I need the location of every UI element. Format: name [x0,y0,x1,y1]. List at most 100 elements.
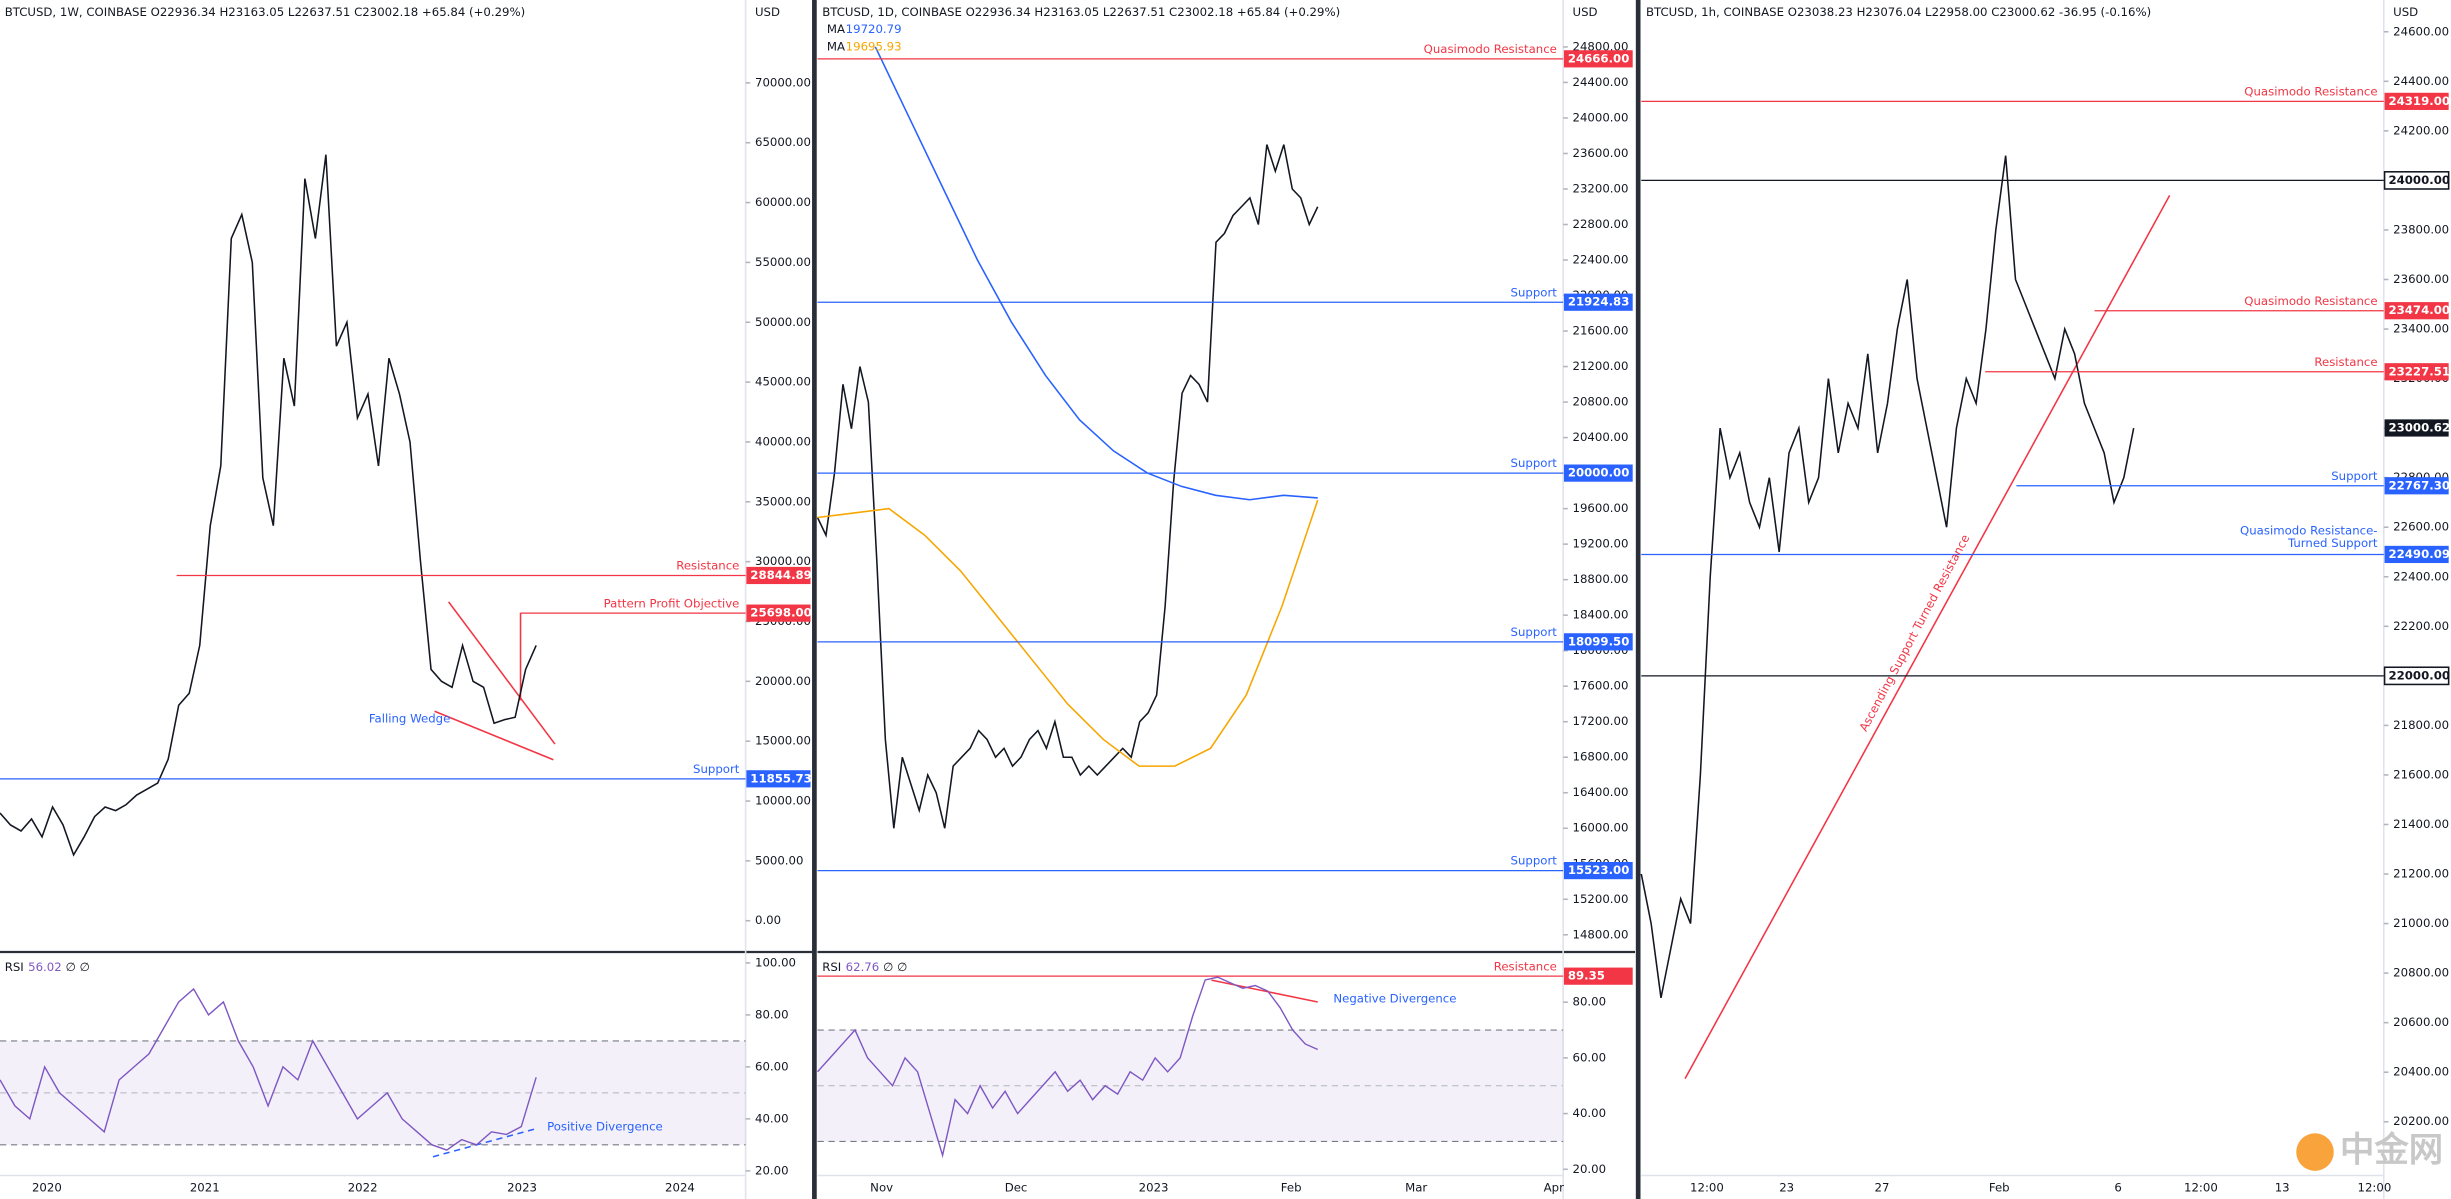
price-badge [2384,92,2449,110]
y-tick-label: 20800.00 [2393,966,2449,980]
y-tick-label: 24000.00 [1573,110,1629,124]
x-tick-label: Nov [870,1181,893,1195]
price-line [1640,155,2135,999]
annotation: Negative Divergence [1333,991,1456,1005]
level-text: Pattern Profit Objective [604,596,740,610]
price-badge-label: 22000.00 [2388,668,2450,682]
x-tick-label: 27 [1875,1181,1890,1195]
y-tick-label: 20.00 [755,1163,789,1177]
currency-label: USD [755,5,780,19]
price-line [0,154,537,857]
level-text: Quasimodo Resistance [2244,84,2377,98]
price-badge-label: 20000.00 [1568,466,1630,480]
x-tick-label: 12:00 [2184,1181,2218,1195]
y-tick-label: 16800.00 [1573,750,1629,764]
y-tick-label: 24600.00 [2393,24,2449,38]
rsi-line [816,976,1319,1159]
y-tick-label: 60.00 [755,1059,789,1073]
price-badge-label: 22490.09 [2388,547,2450,561]
y-tick-label: 40.00 [755,1111,789,1125]
price-badge [2384,419,2449,437]
x-tick-label: 12:00 [2358,1181,2392,1195]
price-badge [1563,967,1633,985]
level-text: Resistance [1494,959,1557,973]
price-badge-label: 18099.50 [1568,634,1630,648]
price-badge [1563,862,1633,880]
level-text: Support [1511,854,1558,868]
price-badge-label: 24000.00 [2388,173,2450,187]
y-tick-label: 20400.00 [2393,1065,2449,1079]
y-tick-label: 30000.00 [755,554,811,568]
y-tick-label: 23200.00 [1573,181,1629,195]
price-badge [2383,666,2450,686]
y-tick-label: 65000.00 [755,135,811,149]
x-tick-label: 2023 [507,1181,537,1195]
y-tick-label: 23600.00 [2393,272,2449,286]
trend-line [1684,195,2171,1079]
x-tick-label: Dec [1005,1181,1028,1195]
y-tick-label: 100.00 [755,955,796,969]
y-tick-label: 35000.00 [755,494,811,508]
y-tick-label: 22200.00 [2393,619,2449,633]
price-badge [746,566,811,585]
price-badge-label: 28844.89 [750,568,812,582]
y-tick-label: 60000.00 [755,195,811,209]
x-tick-label: 23 [1779,1181,1794,1195]
price-badge-label: 25698.00 [750,606,812,620]
level-text: Support [1511,285,1558,299]
x-tick-label: 12:00 [1690,1181,1724,1195]
price-badge-label: 11855.73 [750,771,812,785]
y-tick-label: 80.00 [1573,995,1607,1009]
level-text: Resistance [676,559,739,573]
y-tick-label: 70000.00 [755,75,811,89]
price-badge-label: 23227.51 [2388,364,2450,378]
price-badge [1563,633,1633,651]
x-tick-label: 13 [2275,1181,2290,1195]
x-tick-label: 2023 [1139,1181,1169,1195]
x-tick-label: Apr [1544,1181,1564,1195]
x-tick-label: 2020 [32,1181,62,1195]
y-tick-label: 21200.00 [2393,867,2449,881]
x-tick-label: Feb [1281,1181,1302,1195]
y-tick-label: 19600.00 [1573,501,1629,515]
rsi-title: RSI [822,960,841,974]
annotation: Falling Wedge [369,712,450,726]
y-tick-label: 16400.00 [1573,785,1629,799]
x-tick-label: 2024 [665,1181,695,1195]
chart-header: BTCUSD, 1W, COINBASE O22936.34 H23163.05… [5,5,526,19]
divergence-line [432,1127,537,1158]
y-tick-label: 22800.00 [1573,217,1629,231]
y-tick-label: 22400.00 [1573,253,1629,267]
moving-average [817,499,1319,767]
price-line [816,144,1319,829]
y-tick-label: 24800.00 [1573,39,1629,53]
y-tick-label: 23800.00 [2393,222,2449,236]
y-tick-label: 16000.00 [1573,821,1629,835]
level-text: Turned Support [2287,536,2378,550]
y-tick-label: 24400.00 [2393,74,2449,88]
y-tick-label: 20.00 [1573,1162,1607,1176]
rsi-icons: ∅ ∅ [883,960,907,974]
y-tick-label: 21800.00 [2393,718,2449,732]
y-tick-label: 23600.00 [1573,146,1629,160]
legend-value: 19695.93 [846,39,902,53]
divergence-line [1211,979,1318,1003]
y-tick-label: 21600.00 [2393,767,2449,781]
wedge-line [434,710,554,761]
price-badge-label: 89.35 [1568,969,1605,983]
y-tick-label: 19200.00 [1573,537,1629,551]
y-tick-label: 22400.00 [2393,569,2449,583]
price-badge [2384,302,2449,320]
y-tick-label: 21000.00 [2393,916,2449,930]
y-tick-label: 45000.00 [755,375,811,389]
legend-name: MA [827,22,845,36]
y-tick-label: 0.00 [755,913,781,927]
legend-value: 19720.79 [846,22,902,36]
y-tick-label: 15200.00 [1573,892,1629,906]
currency-label: USD [2393,5,2418,19]
price-badge [746,604,811,622]
wedge-line [447,601,556,745]
annotation: Positive Divergence [547,1120,663,1134]
